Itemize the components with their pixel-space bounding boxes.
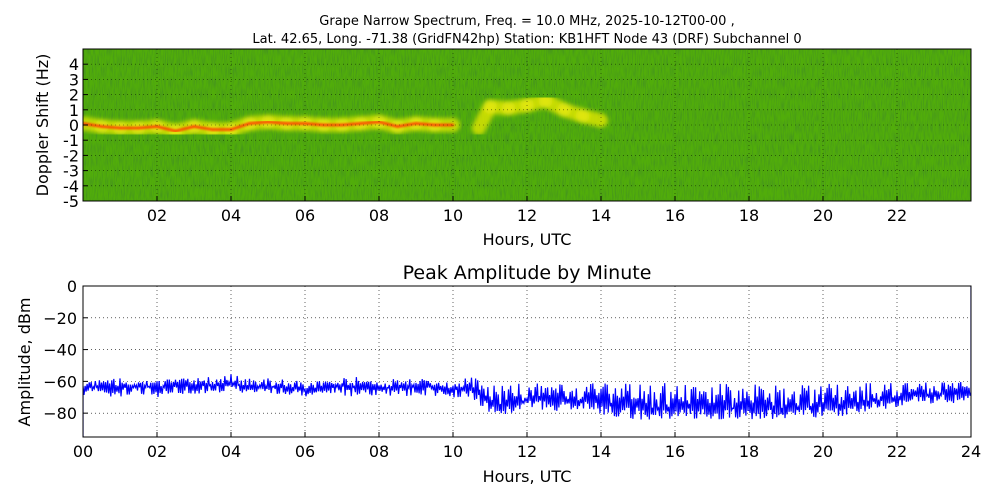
spectrogram-x-ticks: 02 04 06 08 10 12 14 16 18 20 22 — [147, 196, 907, 225]
spectrogram-x-tick-label: 02 — [147, 206, 167, 225]
spectrogram-trace-layer — [83, 120, 455, 133]
amplitude-x-tick-label: 12 — [517, 442, 537, 461]
amplitude-y-tick-label: 0 — [67, 277, 77, 296]
amplitude-chart-title: Peak Amplitude by Minute — [403, 262, 652, 284]
amplitude-panel: Peak Amplitude by Minute 00 02 04 06 08 10 12 1… — [15, 262, 981, 486]
spectrogram-y-tick-label: -1 — [63, 131, 79, 150]
amplitude-series-line — [83, 286, 971, 437]
spectrogram-trace-segment — [303, 122, 325, 127]
spectrogram-trace-segment — [83, 122, 103, 128]
amplitude-y-tick-label: −40 — [43, 341, 77, 360]
amplitude-x-tick-label: 14 — [591, 442, 611, 461]
figure-title-line-1: Grape Narrow Spectrum, Freq. = 10.0 MHz,… — [319, 14, 734, 29]
amplitude-plot-area — [83, 286, 971, 437]
spectrogram-trace-segment — [266, 120, 288, 125]
amplitude-x-tick-label: 10 — [443, 442, 463, 461]
spectrogram-trace-segment — [340, 122, 362, 127]
spectrogram-y-tick-label: -4 — [63, 177, 79, 196]
spectrogram-y-tick-label: -5 — [63, 192, 79, 211]
spectrogram-trace-segment — [396, 122, 418, 128]
spectrogram-x-tick-label: 10 — [443, 206, 463, 225]
spectrogram-y-tick-label: 3 — [69, 70, 79, 89]
spectrogram-x-tick-label: 14 — [591, 206, 611, 225]
amplitude-x-tick-label: 04 — [221, 442, 241, 461]
amplitude-x-tick-label: 08 — [369, 442, 389, 461]
amplitude-x-tick-label: 24 — [961, 442, 981, 461]
spectrogram-y-tick-label: 1 — [69, 101, 79, 120]
spectrogram-x-tick-label: 22 — [887, 206, 907, 225]
spectrogram-trace-segment — [229, 122, 251, 131]
amplitude-x-axis-label: Hours, UTC — [483, 467, 572, 486]
spectrogram-y-tick-label: -2 — [63, 146, 79, 165]
spectrogram-x-axis-label: Hours, UTC — [483, 230, 572, 249]
spectrogram-x-tick-label: 18 — [739, 206, 759, 225]
amplitude-y-tick-label: −60 — [43, 372, 77, 391]
spectrogram-trace-segment — [100, 125, 122, 130]
amplitude-x-tick-label: 16 — [665, 442, 685, 461]
spectrogram-x-tick-label: 06 — [295, 206, 315, 225]
spectrogram-trace-segment — [377, 120, 399, 128]
amplitude-x-tick-label: 20 — [813, 442, 833, 461]
amplitude-y-axis-label: Amplitude, dBm — [15, 298, 34, 427]
amplitude-grid — [83, 286, 971, 437]
amplitude-y-tick-label: −20 — [43, 309, 77, 328]
spectrogram-x-tick-label: 16 — [665, 206, 685, 225]
amplitude-x-tick-label: 00 — [73, 442, 93, 461]
amplitude-y-ticks: 0 −20 −40 −60 −80 — [43, 277, 88, 423]
figure-title-line-2: Lat. 42.65, Long. -71.38 (GridFN42hp) St… — [252, 32, 801, 47]
amplitude-y-tick-label: −80 — [43, 404, 77, 423]
spectrogram-y-tick-label: 0 — [69, 116, 79, 135]
spectrogram-x-tick-label: 04 — [221, 206, 241, 225]
amplitude-x-tick-label: 22 — [887, 442, 907, 461]
amplitude-x-tick-label: 18 — [739, 442, 759, 461]
spectrogram-trace-segment — [359, 120, 381, 125]
amplitude-x-tick-label: 06 — [295, 442, 315, 461]
spectrogram-y-tick-label: 4 — [69, 55, 79, 74]
spectrogram-trace-segment — [174, 125, 196, 133]
spectrogram-x-tick-label: 12 — [517, 206, 537, 225]
spectrogram-trace-segment — [155, 125, 177, 133]
amplitude-x-tick-label: 02 — [147, 442, 167, 461]
spectrogram-trace-segment — [192, 125, 214, 131]
spectrogram-y-tick-label: 2 — [69, 86, 79, 105]
spectrogram-band-segment — [575, 108, 608, 128]
spectrogram-trace-segment — [248, 120, 270, 125]
spectrogram-y-axis-label: Doppler Shift (Hz) — [33, 54, 52, 197]
spectrogram-trace-segment — [137, 125, 159, 130]
spectrogram-x-tick-label: 20 — [813, 206, 833, 225]
spectrogram-x-tick-label: 08 — [369, 206, 389, 225]
amplitude-x-ticks: 00 02 04 06 08 10 12 14 16 18 20 22 24 — [73, 432, 981, 461]
spectrogram-grid — [83, 49, 971, 201]
spectrogram-y-tick-label: -3 — [63, 162, 79, 181]
